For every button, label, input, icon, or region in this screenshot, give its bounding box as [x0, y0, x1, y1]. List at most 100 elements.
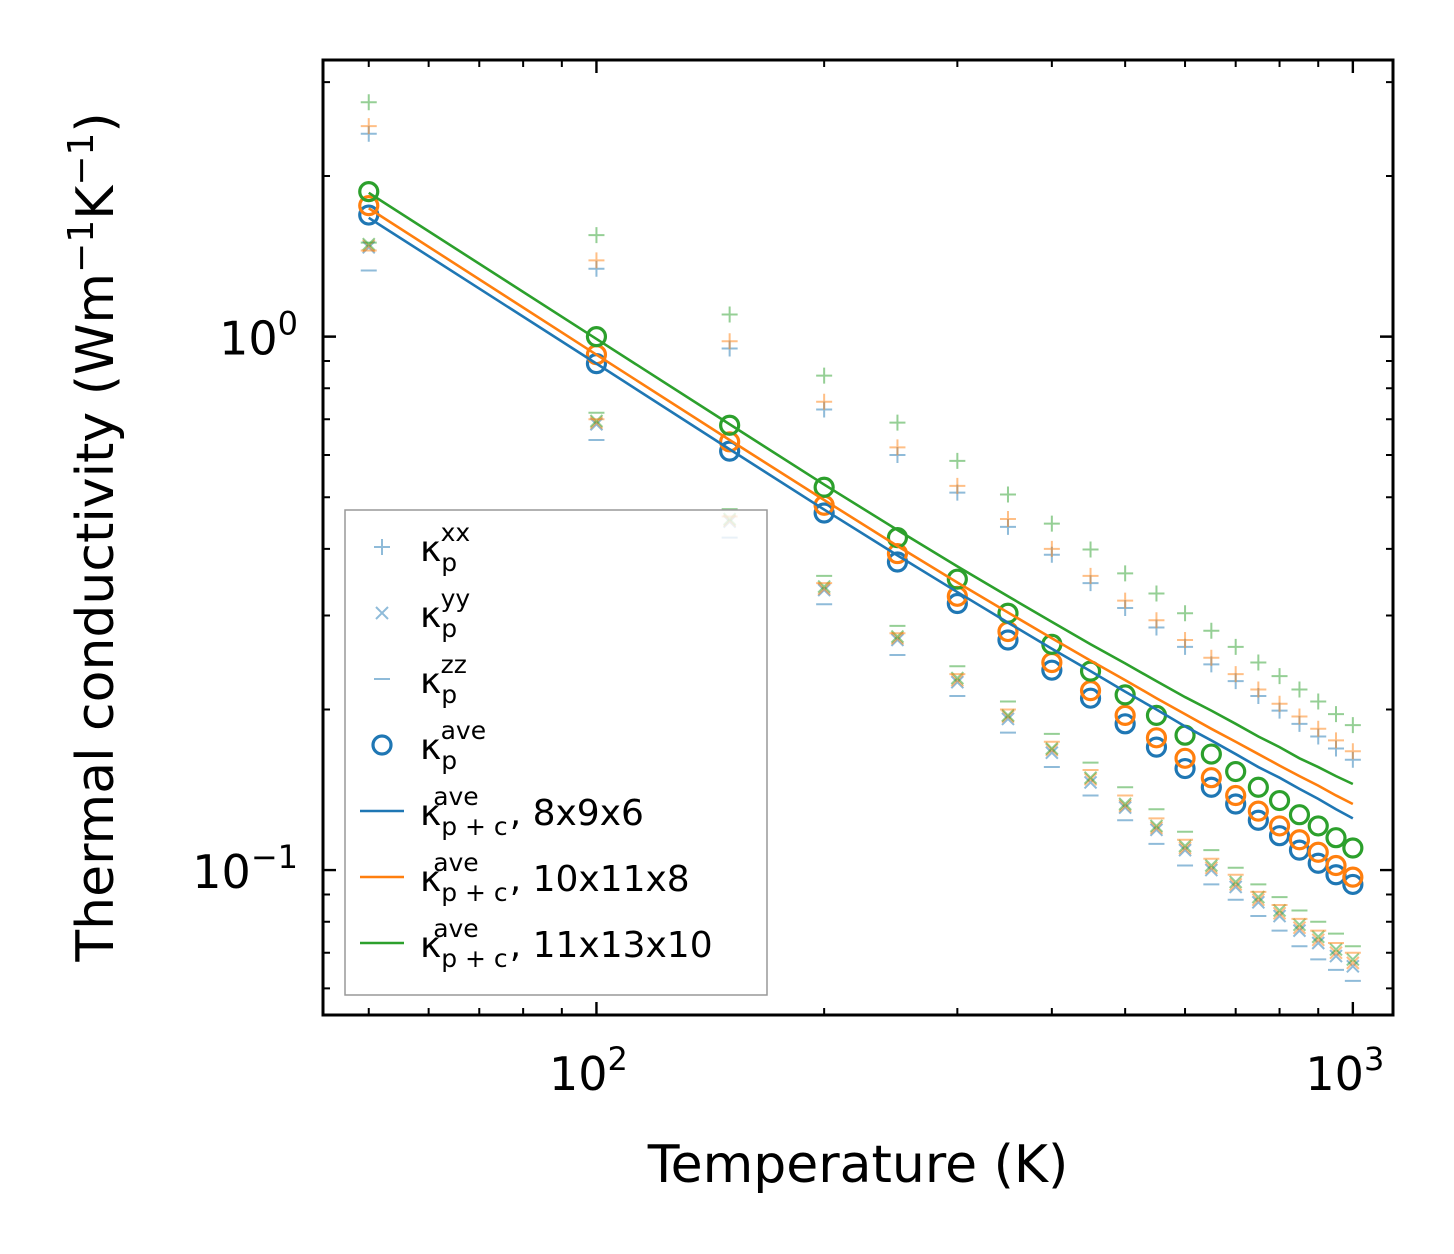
point-kp_xx_10x11x8-600	[1177, 631, 1194, 648]
point-kp_yy_8x9x6-250	[890, 633, 905, 647]
point-kp_ave_8x9x6-300	[946, 592, 968, 615]
point-kp_ave_10x11x8-750	[1247, 800, 1269, 822]
legend-label-0: κpxx	[420, 518, 470, 577]
point-kp_yy_8x9x6-250-shape	[890, 633, 905, 647]
point-kp_ave_8x9x6-650-shape	[1200, 776, 1222, 798]
point-kp_xx_10x11x8-400	[1043, 540, 1060, 557]
point-kp_xx_10x11x8-350	[999, 511, 1016, 528]
point-kp_xx_11x13x10-250-shape	[889, 414, 906, 431]
point-kp_xx_10x11x8-1000	[1344, 743, 1361, 760]
point-kp_xx_11x13x10-700-shape	[1227, 638, 1244, 655]
point-kp_xx_11x13x10-300-shape	[949, 452, 966, 469]
point-kp_yy_11x13x10-550	[1149, 819, 1164, 833]
point-kp_yy_11x13x10-400	[1045, 741, 1059, 756]
point-kp_xx_10x11x8-50	[360, 118, 377, 135]
point-kp_yy_10x11x8-300-shape	[950, 673, 965, 687]
point-kp_xx_11x13x10-200	[816, 367, 833, 384]
point-kp_ave_10x11x8-950-shape	[1325, 854, 1347, 877]
point-kp_xx_11x13x10-300	[949, 452, 966, 469]
point-kp_xx_11x13x10-50-shape	[360, 94, 377, 111]
point-kp_ave_8x9x6-1000-shape	[1342, 873, 1364, 896]
point-kp_yy_11x13x10-650	[1204, 858, 1219, 873]
point-kp_ave_8x9x6-400	[1041, 659, 1063, 681]
point-kp_xx_10x11x8-850	[1291, 708, 1308, 725]
point-kp_xx_10x11x8-650-shape	[1203, 649, 1220, 666]
legend-box	[344, 509, 768, 996]
point-kp_xx_11x13x10-150	[721, 306, 738, 323]
x-tick-label: 102	[549, 1040, 628, 1101]
legend-symbol: κ	[420, 529, 441, 570]
legend-label-5: κp + cave , 10x11x8	[420, 848, 690, 907]
point-kp_ave_8x9x6-450	[1079, 687, 1102, 709]
point-kp_ave_11x13x10-900-shape	[1307, 815, 1329, 837]
point-kp_ave_10x11x8-650-shape	[1200, 767, 1222, 789]
point-kp_yy_8x9x6-600-shape	[1178, 843, 1192, 857]
point-kp_xx_10x11x8-650	[1203, 649, 1220, 666]
point-kp_yy_10x11x8-450-shape	[1083, 772, 1098, 786]
point-kp_yy_11x13x10-750	[1251, 890, 1266, 904]
legend-subscript: p + c	[441, 812, 507, 841]
point-kp_ave_8x9x6-200-shape	[813, 502, 835, 524]
point-kp_xx_11x13x10-400-shape	[1043, 515, 1060, 532]
y-tick-label: 10−1	[192, 838, 298, 899]
legend-marker-0	[374, 539, 390, 555]
legend-entry-6: κp + cave , 11x13x10	[360, 914, 713, 973]
point-kp_xx_11x13x10-900	[1310, 693, 1327, 710]
point-kp_yy_8x9x6-350	[1001, 712, 1015, 726]
point-kp_yy_10x11x8-500-shape	[1118, 799, 1132, 813]
point-kp_xx_10x11x8-150-shape	[721, 333, 738, 350]
point-kp_yy_11x13x10-850-shape	[1292, 917, 1307, 932]
point-kp_yy_11x13x10-650-shape	[1204, 858, 1219, 873]
legend-label-3: κpave	[420, 716, 486, 775]
point-kp_xx_11x13x10-650-shape	[1203, 622, 1220, 639]
legend: κpxx κpyy κpzz κpave κp + cave, 8x9x6 κp + ca…	[344, 509, 768, 996]
point-kp_xx_10x11x8-50-shape	[360, 118, 377, 135]
legend-entry-2: κpzz	[374, 650, 467, 709]
point-kp_yy_8x9x6-300-shape	[950, 675, 965, 689]
legend-entry-4: κp + cave , 8x9x6	[360, 782, 644, 841]
point-kp_xx_10x11x8-1000-shape	[1344, 743, 1361, 760]
x-tick-base: 10	[1305, 1047, 1364, 1101]
point-kp_xx_11x13x10-50	[360, 94, 377, 111]
legend-suffix: , 8x9x6	[510, 793, 644, 834]
point-kp_yy_11x13x10-100-shape	[589, 414, 604, 428]
point-kp_ave_10x11x8-750-shape	[1247, 800, 1269, 822]
y-tick-label: 100	[219, 305, 298, 366]
point-kp_yy_10x11x8-300	[950, 673, 965, 687]
point-kp_xx_11x13x10-750	[1250, 654, 1267, 671]
point-kp_yy_10x11x8-450	[1083, 772, 1098, 786]
point-kp_xx_11x13x10-700	[1227, 638, 1244, 655]
point-kp_ave_10x11x8-800	[1268, 815, 1291, 837]
point-kp_yy_8x9x6-400	[1045, 745, 1059, 760]
point-kp_xx_11x13x10-550-shape	[1148, 585, 1165, 602]
point-kp_xx_10x11x8-250-shape	[889, 439, 906, 456]
series-kpc_ave_8x9x6	[368, 216, 1354, 820]
point-kp_ave_11x13x10-450-shape	[1079, 660, 1102, 682]
point-kp_ave_10x11x8-850	[1288, 829, 1311, 851]
legend-entry-1: κpyy	[375, 584, 471, 643]
legend-superscript: yy	[441, 584, 471, 613]
point-kp_ave_11x13x10-200	[813, 476, 835, 498]
point-kp_ave_8x9x6-700-shape	[1225, 793, 1247, 815]
point-kp_yy_11x13x10-1000-shape	[1346, 952, 1360, 967]
point-kp_yy_8x9x6-550-shape	[1149, 823, 1164, 837]
point-kp_yy_8x9x6-750-shape	[1251, 895, 1266, 910]
point-kp_ave_11x13x10-150	[719, 414, 741, 436]
point-kp_yy_8x9x6-900-shape	[1311, 936, 1325, 950]
point-kp_ave_10x11x8-800-shape	[1268, 815, 1291, 837]
point-kp_xx_11x13x10-1000-shape	[1344, 717, 1361, 734]
point-kp_yy_8x9x6-400-shape	[1045, 745, 1059, 760]
point-kp_yy_8x9x6-700	[1228, 880, 1243, 894]
plot-frame	[321, 58, 1395, 1017]
point-kp_ave_10x11x8-900	[1307, 841, 1329, 863]
legend-suffix: , 11x13x10	[510, 925, 713, 966]
point-kp_ave_10x11x8-700	[1225, 784, 1247, 807]
point-kp_ave_10x11x8-550-shape	[1145, 727, 1168, 749]
point-kp_yy_11x13x10-400-shape	[1045, 741, 1059, 756]
point-kp_xx_10x11x8-550-shape	[1148, 612, 1165, 629]
point-kp_yy_8x9x6-550	[1149, 823, 1164, 837]
point-kp_yy_10x11x8-900	[1311, 933, 1325, 947]
y-tick-base: 10	[219, 312, 278, 366]
legend-symbol: κ	[420, 925, 441, 966]
